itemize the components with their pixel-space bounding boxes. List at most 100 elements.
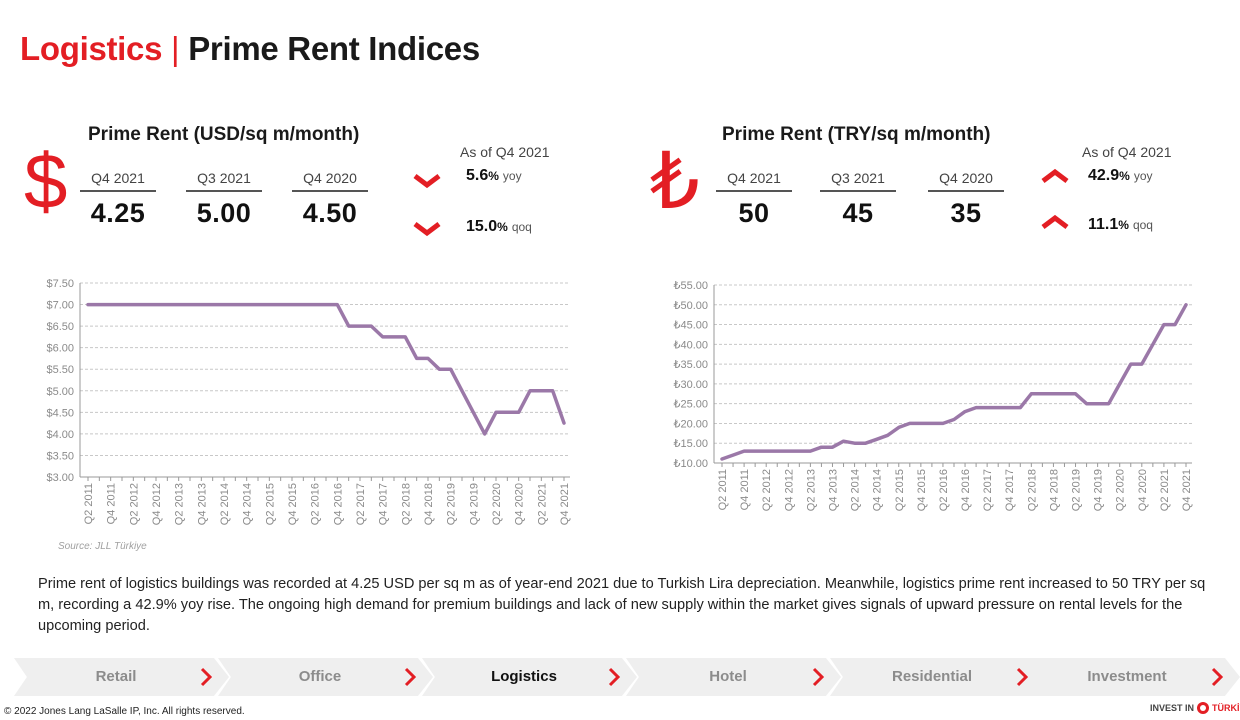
nav-item-hotel[interactable]: Hotel — [626, 658, 841, 696]
usd-period-label: Q4 2020 — [292, 170, 368, 192]
nav-item-residential[interactable]: Residential — [830, 658, 1045, 696]
usd-qoq-value: 15.0 — [466, 218, 498, 235]
usd-yoy-value: 5.6 — [466, 167, 489, 184]
try-yoy-unit: yoy — [1133, 169, 1153, 183]
chevron-right-icon — [200, 667, 212, 687]
try-period-label: Q4 2021 — [716, 170, 792, 192]
x-tick-label: Q2 2019 — [446, 483, 458, 525]
nav-label: Office — [298, 668, 342, 685]
x-tick-label: Q4 2019 — [468, 483, 480, 525]
summary-paragraph: Prime rent of logistics buildings was re… — [38, 576, 1206, 634]
x-tick-label: Q4 2014 — [872, 469, 884, 511]
usd-as-of: As of Q4 2021 — [460, 144, 550, 160]
logo-text-right: TÜRKİYE — [1212, 703, 1240, 713]
x-tick-label: Q4 2019 — [1093, 469, 1105, 511]
y-tick-label: ₺50.00 — [673, 300, 708, 312]
x-tick-label: Q4 2013 — [827, 469, 839, 511]
lira-icon: ₺ — [650, 137, 700, 225]
x-tick-label: Q4 2017 — [378, 483, 390, 525]
x-tick-label: Q2 2017 — [355, 483, 367, 525]
chevron-right-icon — [812, 667, 824, 687]
x-tick-label: Q2 2015 — [264, 483, 276, 525]
usd-qoq-unit: qoq — [511, 220, 532, 234]
try-qoq-unit: qoq — [1132, 218, 1153, 232]
copyright-notice: © 2022 Jones Lang LaSalle IP, Inc. All r… — [4, 706, 245, 717]
chevron-right-icon — [1016, 667, 1028, 687]
try-period-label: Q4 2020 — [928, 170, 1004, 192]
y-tick-label: ₺15.00 — [673, 438, 708, 450]
x-tick-label: Q4 2020 — [514, 483, 526, 525]
source-note: Source: JLL Türkiye — [58, 541, 147, 552]
x-tick-label: Q4 2011 — [106, 483, 118, 524]
x-tick-label: Q4 2015 — [916, 469, 928, 511]
logo-text-left: INVEST IN — [1150, 703, 1195, 713]
nav-label: Logistics — [491, 668, 557, 685]
x-tick-label: Q2 2021 — [536, 483, 548, 525]
nav-label: Retail — [95, 668, 137, 685]
x-tick-label: Q2 2012 — [761, 469, 773, 511]
y-tick-label: $6.50 — [46, 321, 74, 333]
try-yoy-change: 42.9% yoy — [1088, 167, 1153, 185]
x-tick-label: Q4 2013 — [196, 483, 208, 525]
x-tick-label: Q2 2020 — [491, 483, 503, 525]
title-text: Prime Rent Indices — [188, 30, 480, 67]
x-tick-label: Q4 2015 — [287, 483, 299, 525]
chevron-right-icon — [608, 667, 620, 687]
try-kpi-title: Prime Rent (TRY/sq m/month) — [722, 124, 991, 145]
y-tick-label: $6.00 — [46, 343, 74, 355]
y-tick-label: $4.00 — [46, 429, 74, 441]
section-name: Logistics — [20, 30, 163, 67]
usd-yoy-unit: yoy — [502, 169, 522, 183]
x-tick-label: Q2 2021 — [1159, 469, 1171, 511]
chevron-down-icon — [413, 174, 441, 189]
y-tick-label: $5.00 — [46, 386, 74, 398]
x-tick-label: Q4 2021 — [559, 483, 571, 525]
usd-period-value: 5.00 — [196, 198, 252, 228]
title-separator: | — [171, 30, 180, 67]
invest-in-turkiye-logo: INVEST IN TÜRKİYE — [1150, 702, 1240, 714]
y-tick-label: ₺30.00 — [673, 379, 708, 391]
x-tick-label: Q4 2021 — [1181, 469, 1193, 511]
y-tick-label: $7.00 — [46, 300, 74, 312]
x-tick-label: Q4 2018 — [423, 483, 435, 525]
x-tick-label: Q2 2016 — [310, 483, 322, 525]
try-yoy-value: 42.9 — [1088, 167, 1120, 184]
x-tick-label: Q4 2012 — [783, 469, 795, 511]
x-tick-label: Q2 2015 — [894, 469, 906, 511]
x-tick-label: Q4 2018 — [1048, 469, 1060, 511]
x-tick-label: Q4 2014 — [242, 483, 254, 525]
y-tick-label: ₺40.00 — [673, 339, 708, 351]
usd-period-label: Q3 2021 — [186, 170, 262, 192]
x-tick-label: Q2 2017 — [982, 469, 994, 511]
x-tick-label: Q4 2016 — [960, 469, 972, 511]
nav-item-investment[interactable]: Investment — [1025, 658, 1240, 696]
try-period-value: 45 — [842, 198, 874, 228]
usd-period-value: 4.25 — [90, 198, 146, 228]
nav-item-retail[interactable]: Retail — [14, 658, 229, 696]
x-tick-label: Q2 2019 — [1071, 469, 1083, 511]
x-tick-label: Q2 2014 — [219, 483, 231, 525]
try-qoq-change: 11.1% qoq — [1088, 216, 1153, 234]
try-qoq-pct: % — [1118, 218, 1129, 232]
nav-label: Hotel — [709, 668, 747, 685]
x-tick-label: Q2 2012 — [128, 483, 140, 525]
y-tick-label: $4.50 — [46, 407, 74, 419]
nav-item-logistics[interactable]: Logistics — [422, 658, 637, 696]
nav-item-office[interactable]: Office — [218, 658, 433, 696]
section-nav: Retail Office Logistics Hotel Residentia… — [14, 658, 1240, 696]
usd-qoq-change: 15.0% qoq — [466, 218, 532, 236]
series-line — [86, 302, 566, 436]
chevron-right-icon — [1211, 667, 1223, 687]
y-tick-label: ₺10.00 — [673, 458, 708, 470]
chevron-down-icon — [413, 222, 441, 237]
x-tick-label: Q4 2011 — [739, 469, 751, 510]
y-tick-label: $3.50 — [46, 450, 74, 462]
try-as-of: As of Q4 2021 — [1082, 144, 1172, 160]
y-tick-label: $7.50 — [46, 278, 74, 290]
try-prime-rent-chart: ₺10.00 ₺15.00 ₺20.00 ₺25.00 ₺30.00 ₺35.00 ₺40.… — [673, 280, 1193, 511]
usd-prime-rent-chart: $3.00 $3.50 $4.00 $4.50 $5.00 $5.50 $6.00 $6.50… — [46, 278, 571, 525]
try-period-label: Q3 2021 — [820, 170, 896, 192]
try-period-value: 35 — [950, 198, 982, 228]
y-tick-label: ₺55.00 — [673, 280, 708, 292]
page-title: Logistics | Prime Rent Indices — [20, 30, 480, 68]
